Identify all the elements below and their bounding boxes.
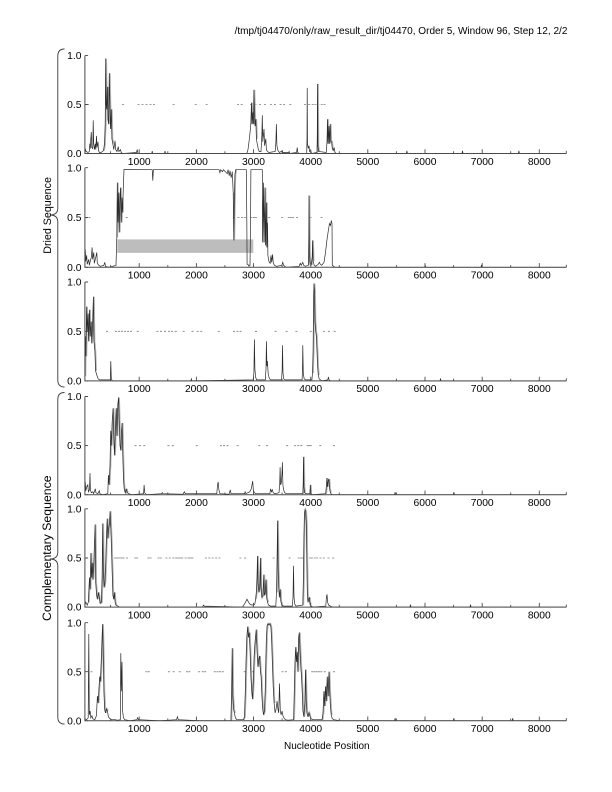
- svg-text:2000: 2000: [185, 610, 208, 621]
- svg-text:1000: 1000: [128, 157, 151, 168]
- svg-text:0.5: 0.5: [67, 554, 82, 565]
- svg-text:8000: 8000: [528, 610, 551, 621]
- svg-text:6000: 6000: [414, 384, 437, 395]
- svg-text:7000: 7000: [471, 384, 494, 395]
- svg-text:4000: 4000: [299, 498, 322, 509]
- svg-text:6000: 6000: [414, 157, 437, 168]
- svg-text:7000: 7000: [471, 498, 494, 509]
- svg-text:2000: 2000: [185, 157, 208, 168]
- svg-text:2000: 2000: [185, 271, 208, 282]
- svg-text:Complementary Sequence: Complementary Sequence: [40, 475, 54, 621]
- svg-text:7000: 7000: [471, 724, 494, 735]
- svg-text:4000: 4000: [299, 271, 322, 282]
- svg-text:1000: 1000: [128, 498, 151, 509]
- svg-text:1.0: 1.0: [67, 163, 82, 174]
- svg-text:2000: 2000: [185, 384, 208, 395]
- svg-text:4000: 4000: [299, 157, 322, 168]
- svg-text:1.0: 1.0: [67, 51, 82, 62]
- svg-text:4000: 4000: [299, 610, 322, 621]
- svg-text:5000: 5000: [356, 498, 379, 509]
- svg-text:0.0: 0.0: [67, 603, 82, 614]
- svg-text:8000: 8000: [528, 384, 551, 395]
- svg-text:0.0: 0.0: [67, 149, 82, 160]
- svg-text:1000: 1000: [128, 271, 151, 282]
- svg-text:3000: 3000: [242, 271, 265, 282]
- svg-text:0.0: 0.0: [67, 490, 82, 501]
- svg-text:0.5: 0.5: [67, 100, 82, 111]
- svg-text:/tmp/tj04470/only/raw_result_d: /tmp/tj04470/only/raw_result_dir/tj04470…: [235, 26, 568, 37]
- svg-text:3000: 3000: [242, 498, 265, 509]
- svg-text:5000: 5000: [356, 157, 379, 168]
- svg-text:1000: 1000: [128, 384, 151, 395]
- svg-text:5000: 5000: [356, 271, 379, 282]
- svg-text:8000: 8000: [528, 157, 551, 168]
- svg-text:0.5: 0.5: [67, 667, 82, 678]
- svg-text:5000: 5000: [356, 610, 379, 621]
- svg-text:0.0: 0.0: [67, 716, 82, 727]
- svg-text:1.0: 1.0: [67, 504, 82, 515]
- svg-text:8000: 8000: [528, 271, 551, 282]
- svg-text:3000: 3000: [242, 157, 265, 168]
- svg-text:1.0: 1.0: [67, 392, 82, 403]
- svg-text:0.5: 0.5: [67, 441, 82, 452]
- svg-text:1000: 1000: [128, 724, 151, 735]
- svg-text:4000: 4000: [299, 724, 322, 735]
- svg-text:7000: 7000: [471, 157, 494, 168]
- svg-text:0.5: 0.5: [67, 327, 82, 338]
- svg-text:0.0: 0.0: [67, 263, 82, 274]
- svg-text:7000: 7000: [471, 610, 494, 621]
- svg-text:3000: 3000: [242, 610, 265, 621]
- svg-text:6000: 6000: [414, 724, 437, 735]
- svg-text:Nucleotide Position: Nucleotide Position: [284, 741, 370, 752]
- svg-text:6000: 6000: [414, 498, 437, 509]
- svg-text:4000: 4000: [299, 384, 322, 395]
- svg-text:2000: 2000: [185, 498, 208, 509]
- svg-text:6000: 6000: [414, 610, 437, 621]
- svg-text:2000: 2000: [185, 724, 208, 735]
- svg-text:3000: 3000: [242, 384, 265, 395]
- svg-text:8000: 8000: [528, 724, 551, 735]
- svg-text:6000: 6000: [414, 271, 437, 282]
- svg-text:1.0: 1.0: [67, 618, 82, 629]
- svg-text:1.0: 1.0: [67, 278, 82, 289]
- svg-text:5000: 5000: [356, 384, 379, 395]
- svg-text:1000: 1000: [128, 610, 151, 621]
- svg-text:5000: 5000: [356, 724, 379, 735]
- svg-text:3000: 3000: [242, 724, 265, 735]
- svg-text:0.0: 0.0: [67, 377, 82, 388]
- svg-text:7000: 7000: [471, 271, 494, 282]
- svg-text:8000: 8000: [528, 498, 551, 509]
- svg-text:Dried Sequence: Dried Sequence: [42, 177, 54, 254]
- svg-text:0.5: 0.5: [67, 213, 82, 224]
